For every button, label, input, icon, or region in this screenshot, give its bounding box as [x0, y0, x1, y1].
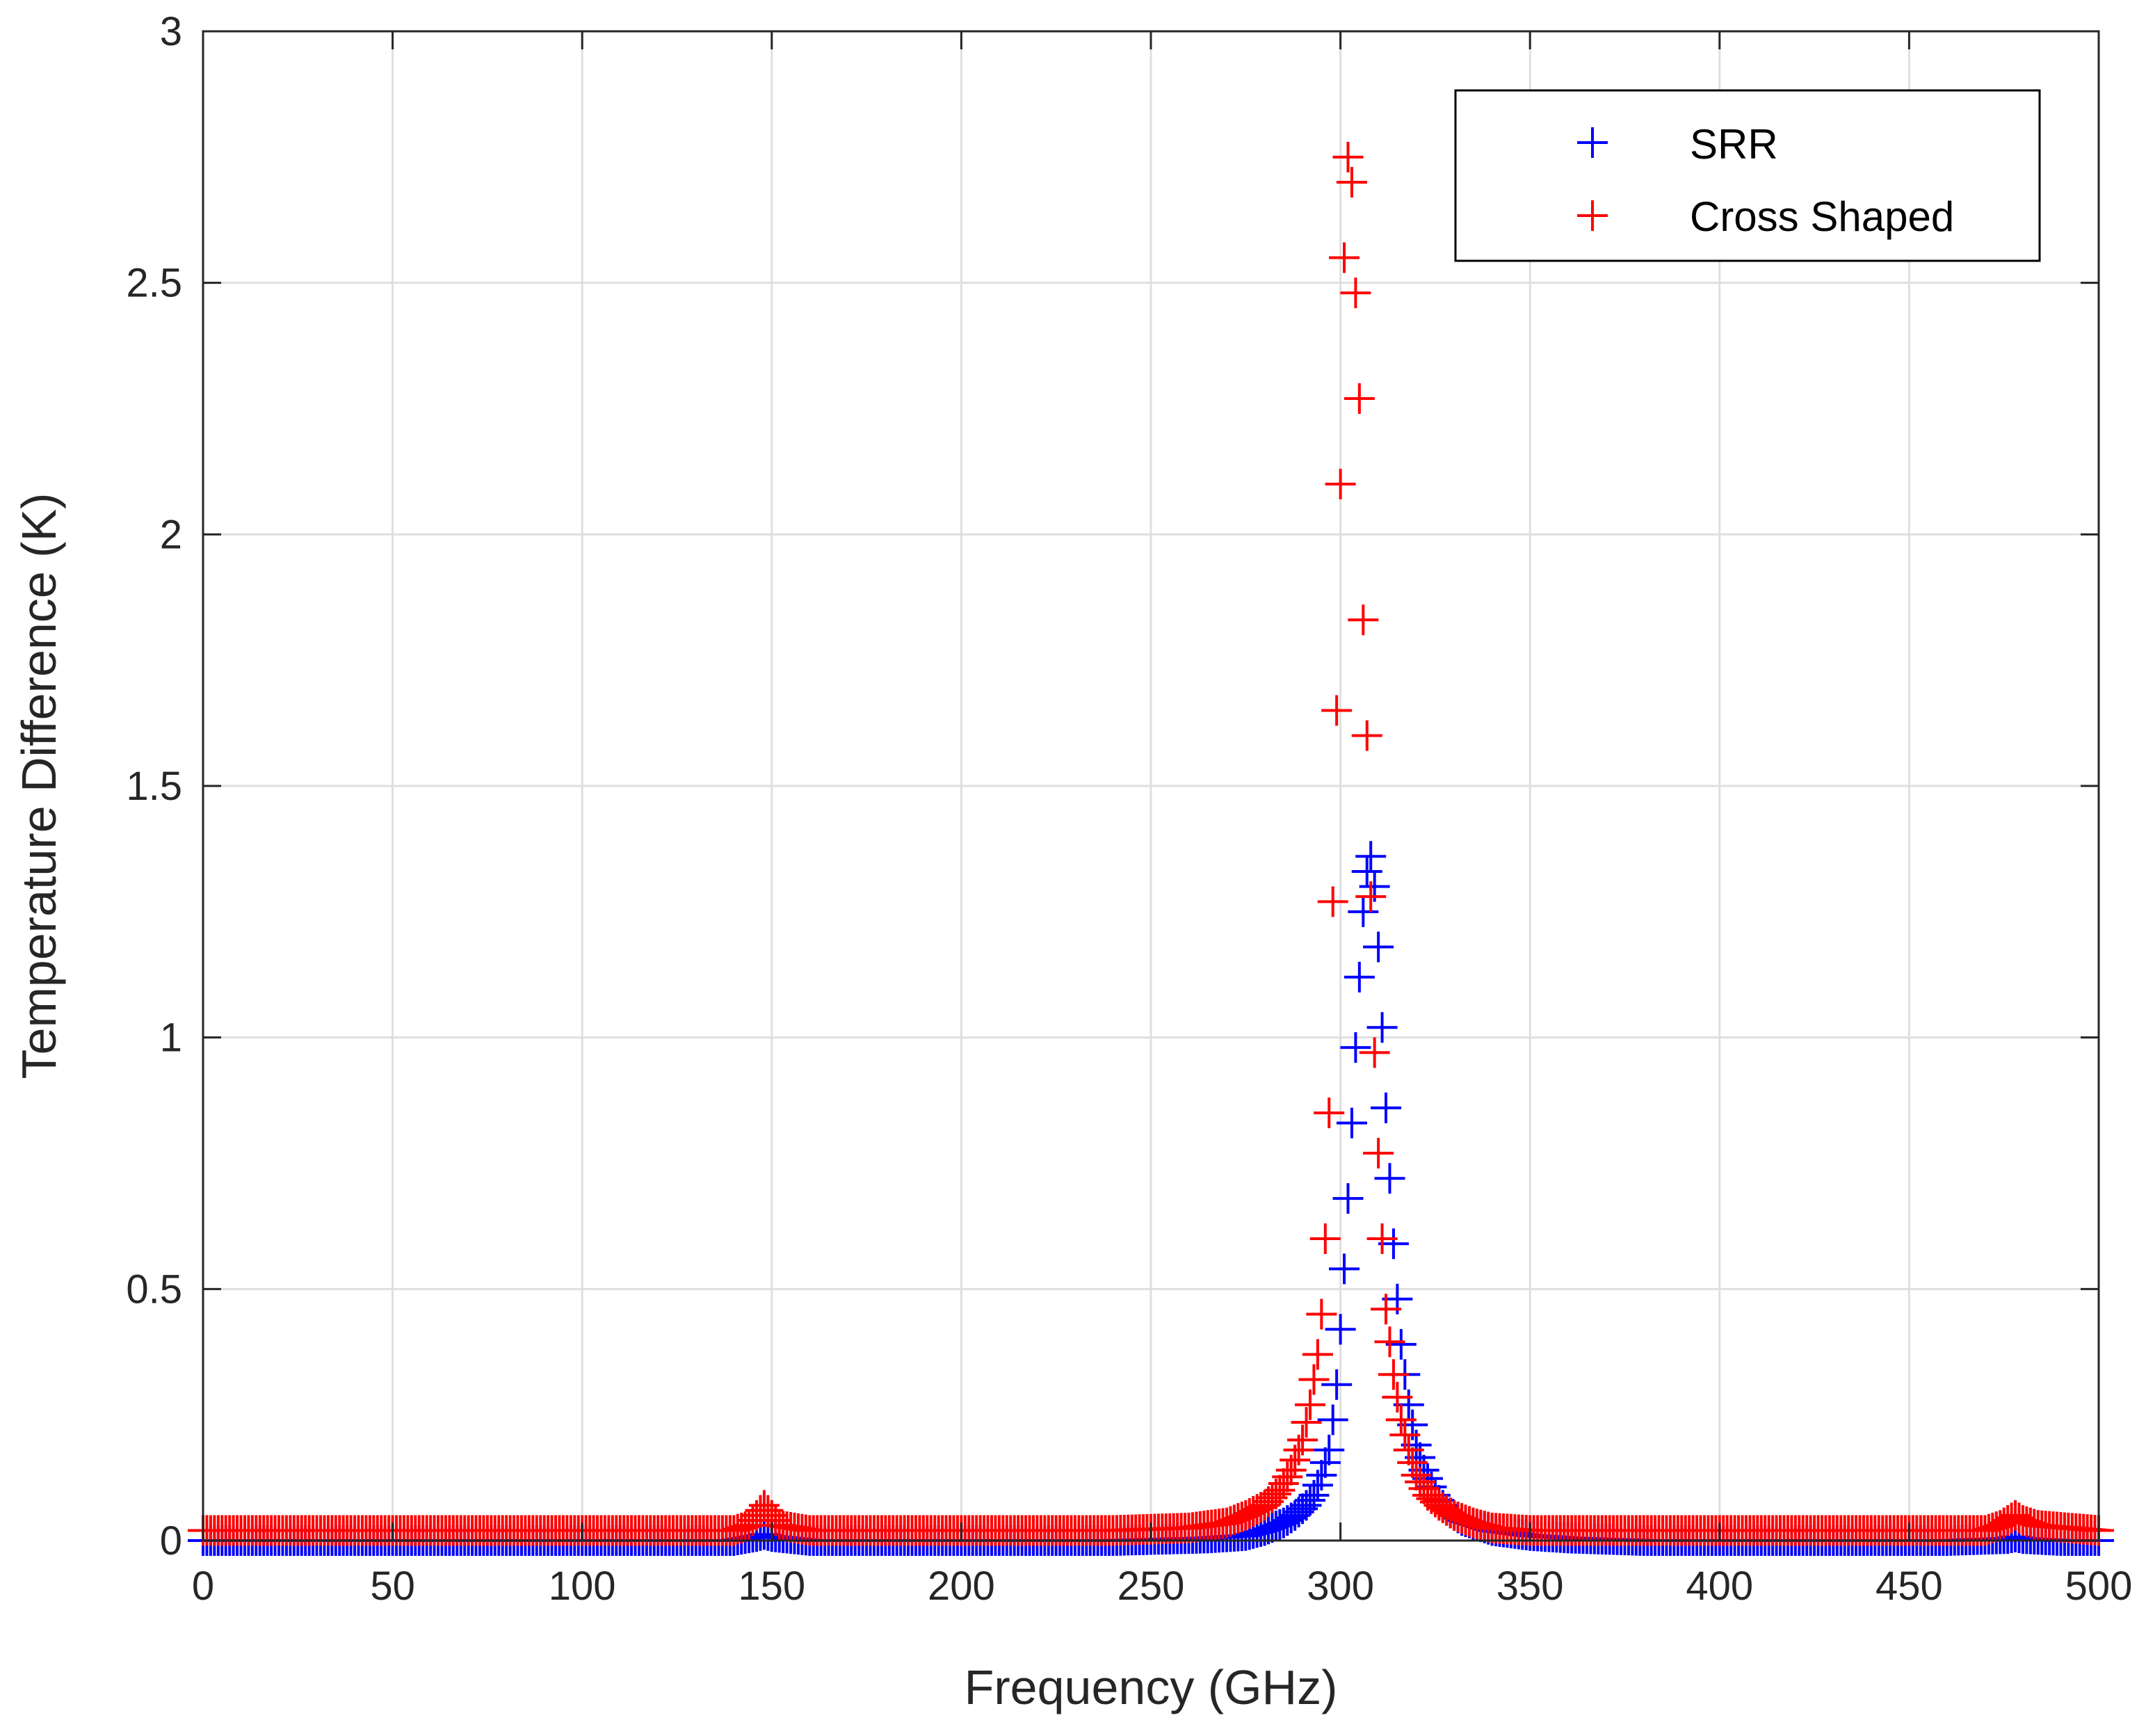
data-marker [1374, 1326, 1405, 1358]
data-marker [1329, 242, 1360, 273]
legend-marker-srr [1577, 127, 1608, 158]
data-marker [1321, 1369, 1353, 1400]
data-marker [1351, 855, 1382, 887]
data-marker [1351, 720, 1382, 751]
data-marker [1385, 1404, 1417, 1436]
data-marker [1291, 1407, 1322, 1438]
data-marker [1344, 961, 1375, 992]
data-marker [1321, 695, 1353, 726]
legend-box [1454, 89, 2041, 262]
data-marker [1294, 1485, 1325, 1516]
x-tick-label: 150 [738, 1564, 805, 1609]
y-tick-label: 3 [160, 9, 182, 54]
data-marker [1363, 1138, 1394, 1169]
y-tick-label: 0 [160, 1518, 182, 1564]
data-marker [1366, 1223, 1398, 1254]
data-marker [1355, 881, 1387, 913]
legend-marker-cross-shaped [1577, 200, 1608, 231]
y-axis-ticks: 0 0.5 1 1.5 2 2.5 3 [126, 9, 2099, 1564]
data-marker [1355, 841, 1387, 872]
data-marker [1389, 1420, 1421, 1451]
data-marker [1309, 1447, 1341, 1478]
data-marker [1268, 1468, 1299, 1500]
data-marker [1336, 1107, 1367, 1139]
data-marker [1325, 1314, 1356, 1345]
data-marker [1332, 141, 1364, 172]
data-marker [1332, 1183, 1364, 1214]
x-tick-label: 350 [1496, 1564, 1564, 1609]
data-marker [1309, 1223, 1341, 1254]
data-marker [1371, 1092, 1402, 1123]
data-marker [1344, 383, 1375, 415]
data-marker [1329, 1253, 1360, 1285]
data-marker [1397, 1447, 1428, 1478]
x-axis-ticks: 0 50 100 150 200 250 300 350 400 450 500 [192, 31, 2133, 1609]
data-marker [1314, 1098, 1345, 1129]
legend-label-cross-shaped: Cross Shaped [1690, 193, 1954, 240]
data-marker [1382, 1381, 1413, 1413]
x-tick-label: 0 [192, 1564, 214, 1609]
data-marker [1314, 1434, 1345, 1465]
legend-label-srr: SRR [1690, 121, 1778, 168]
data-marker [1317, 1404, 1348, 1436]
y-axis-title: Temperature Difference (K) [12, 493, 66, 1079]
data-marker [1401, 1459, 1432, 1490]
y-tick-label: 2 [160, 512, 182, 557]
data-marker [1272, 1461, 1303, 1493]
data-marker [1306, 1299, 1337, 1330]
x-tick-label: 450 [1875, 1564, 1943, 1609]
y-tick-label: 1 [160, 1015, 182, 1061]
data-marker [1371, 1294, 1402, 1325]
data-marker [1340, 278, 1371, 309]
data-marker [1366, 1012, 1398, 1043]
data-marker [1363, 931, 1394, 963]
data-marker [1378, 1359, 1409, 1390]
data-marker [1374, 1163, 1405, 1194]
y-tick-label: 1.5 [126, 764, 182, 809]
x-tick-label: 50 [370, 1564, 415, 1609]
data-marker [1340, 1032, 1371, 1063]
data-marker [1393, 1434, 1424, 1465]
data-marker [1294, 1389, 1325, 1420]
legend-marker-glyph [1577, 200, 1608, 231]
data-marker [1359, 1037, 1390, 1068]
x-tick-label: 100 [549, 1564, 616, 1609]
legend: SRR Cross Shaped [1454, 89, 2041, 262]
x-tick-label: 500 [2065, 1564, 2133, 1609]
data-marker [1348, 896, 1379, 927]
data-marker [1302, 1339, 1333, 1370]
data-marker [1336, 167, 1367, 198]
data-marker [1348, 604, 1379, 636]
data-marker [1264, 1474, 1296, 1506]
data-marker [1405, 1466, 1436, 1497]
data-marker [1298, 1364, 1330, 1395]
plot-series [188, 141, 2114, 1556]
x-tick-label: 200 [928, 1564, 995, 1609]
x-tick-label: 400 [1686, 1564, 1753, 1609]
y-tick-label: 2.5 [126, 261, 182, 306]
x-tick-label: 300 [1307, 1564, 1374, 1609]
y-tick-label: 0.5 [126, 1267, 182, 1312]
legend-marker-glyph [1577, 127, 1608, 158]
x-tick-label: 250 [1118, 1564, 1185, 1609]
data-marker [1287, 1424, 1318, 1456]
data-marker [1306, 1459, 1337, 1490]
x-axis-title: Frequency (GHz) [965, 1660, 1338, 1714]
data-marker [1317, 886, 1348, 917]
data-marker [1325, 469, 1356, 499]
